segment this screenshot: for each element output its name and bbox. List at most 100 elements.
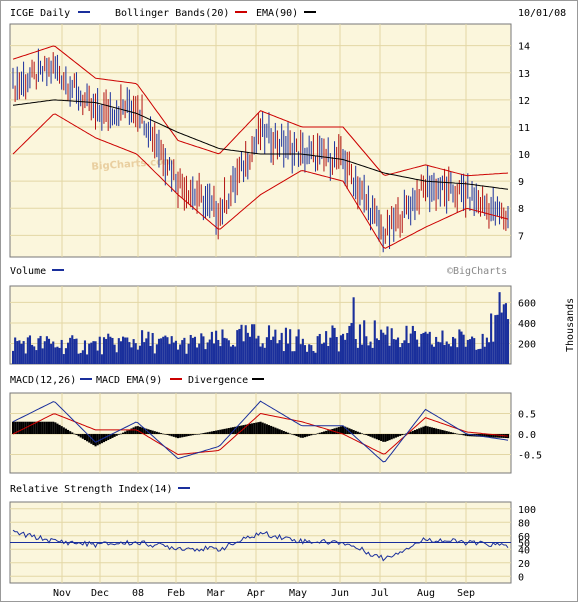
divergence-bar	[204, 432, 207, 435]
divergence-legend-label: Divergence	[188, 375, 248, 386]
volume-bar	[337, 351, 340, 364]
divergence-bar	[191, 434, 194, 436]
divergence-bar	[58, 424, 61, 435]
divergence-bar	[377, 434, 381, 441]
x-tick-label: Jul	[371, 588, 389, 599]
volume-bar	[502, 304, 505, 364]
volume-bar	[257, 335, 260, 364]
volume-bar	[119, 341, 122, 364]
divergence-bar	[384, 434, 387, 442]
divergence-bar	[371, 434, 374, 438]
divergence-bar	[234, 426, 237, 435]
divergence-bar	[437, 428, 440, 435]
divergence-bar	[255, 422, 258, 435]
divergence-bar	[18, 421, 21, 435]
divergence-bar	[490, 434, 493, 438]
volume-bar	[405, 325, 408, 364]
divergence-bar	[329, 429, 332, 435]
divergence-bar	[356, 431, 359, 435]
volume-bar	[113, 344, 116, 364]
divergence-bar	[468, 434, 472, 437]
volume-bar	[356, 347, 359, 364]
bollinger-legend-label: Bollinger Bands(20)	[115, 8, 229, 19]
divergence-bar	[449, 432, 452, 435]
divergence-bar	[399, 434, 402, 436]
divergence-bar	[172, 434, 175, 437]
volume-bar	[81, 350, 84, 364]
divergence-bar	[409, 431, 412, 435]
divergence-bar	[479, 434, 482, 437]
volume-bar	[496, 314, 499, 364]
divergence-bar	[105, 434, 108, 442]
divergence-bar	[335, 427, 338, 435]
volume-bar	[452, 336, 455, 364]
divergence-bar	[236, 426, 239, 435]
divergence-bar	[445, 431, 448, 435]
divergence-bar	[177, 434, 180, 439]
divergence-bar	[212, 430, 216, 435]
divergence-bar	[20, 421, 23, 435]
divergence-bar	[242, 425, 245, 435]
volume-bar	[464, 346, 467, 364]
volume-bar	[160, 338, 163, 364]
volume-bar	[462, 334, 465, 364]
divergence-bar	[215, 430, 218, 435]
volume-bar	[242, 341, 245, 364]
divergence-bar	[210, 431, 213, 435]
volume-bar	[223, 337, 226, 364]
x-tick-label: Dec	[91, 588, 109, 599]
divergence-bar	[462, 434, 465, 436]
volume-bar	[308, 344, 311, 364]
divergence-bar	[94, 434, 97, 447]
x-axis: Nov Dec 08 Feb Mar Apr May Jun Jul Aug Sep	[53, 588, 475, 599]
volume-bar	[50, 343, 53, 364]
divergence-bar	[138, 426, 142, 435]
divergence-bar	[259, 421, 262, 435]
volume-bar	[369, 341, 372, 364]
volume-bar	[202, 336, 205, 364]
volume-bar	[394, 339, 397, 364]
volume-bar	[371, 347, 374, 364]
divergence-bar	[443, 430, 446, 435]
volume-bar	[468, 339, 472, 364]
divergence-bar	[14, 421, 17, 435]
volume-bar	[507, 319, 510, 364]
divergence-bar	[428, 426, 431, 435]
volume-bar	[14, 337, 17, 364]
volume-bar	[26, 337, 29, 364]
volume-bar	[276, 343, 279, 364]
divergence-bar	[246, 424, 249, 435]
divergence-bar	[460, 434, 463, 435]
divergence-bar	[392, 434, 395, 439]
divergence-bar	[365, 434, 368, 436]
volume-bar	[289, 329, 292, 364]
divergence-bar	[168, 434, 171, 436]
divergence-bar	[132, 427, 135, 435]
rsi-title: Relative Strength Index(14)	[10, 484, 173, 495]
divergence-bar	[41, 421, 44, 435]
rsi-line	[12, 529, 509, 562]
divergence-bar	[331, 428, 334, 435]
macd-tick-label: -0.5	[518, 451, 542, 462]
divergence-bar	[35, 421, 38, 435]
volume-bar	[12, 350, 15, 364]
divergence-bar	[382, 434, 385, 442]
divergence-bar	[130, 428, 133, 435]
rsi-tick-label: 50	[518, 539, 530, 550]
volume-bar	[432, 346, 436, 364]
divergence-bar	[272, 426, 275, 435]
volume-bar	[86, 354, 89, 364]
divergence-bar	[358, 432, 362, 435]
volume-bar	[31, 344, 34, 364]
divergence-bar	[339, 426, 342, 435]
divergence-bar	[219, 429, 222, 435]
volume-bar	[206, 342, 209, 364]
volume-bar	[299, 344, 302, 364]
volume-bar	[358, 324, 362, 364]
volume-bar	[365, 336, 368, 364]
divergence-bar	[494, 434, 497, 438]
divergence-bar	[432, 427, 436, 435]
volume-bar	[437, 341, 440, 364]
volume-bar	[449, 346, 452, 364]
